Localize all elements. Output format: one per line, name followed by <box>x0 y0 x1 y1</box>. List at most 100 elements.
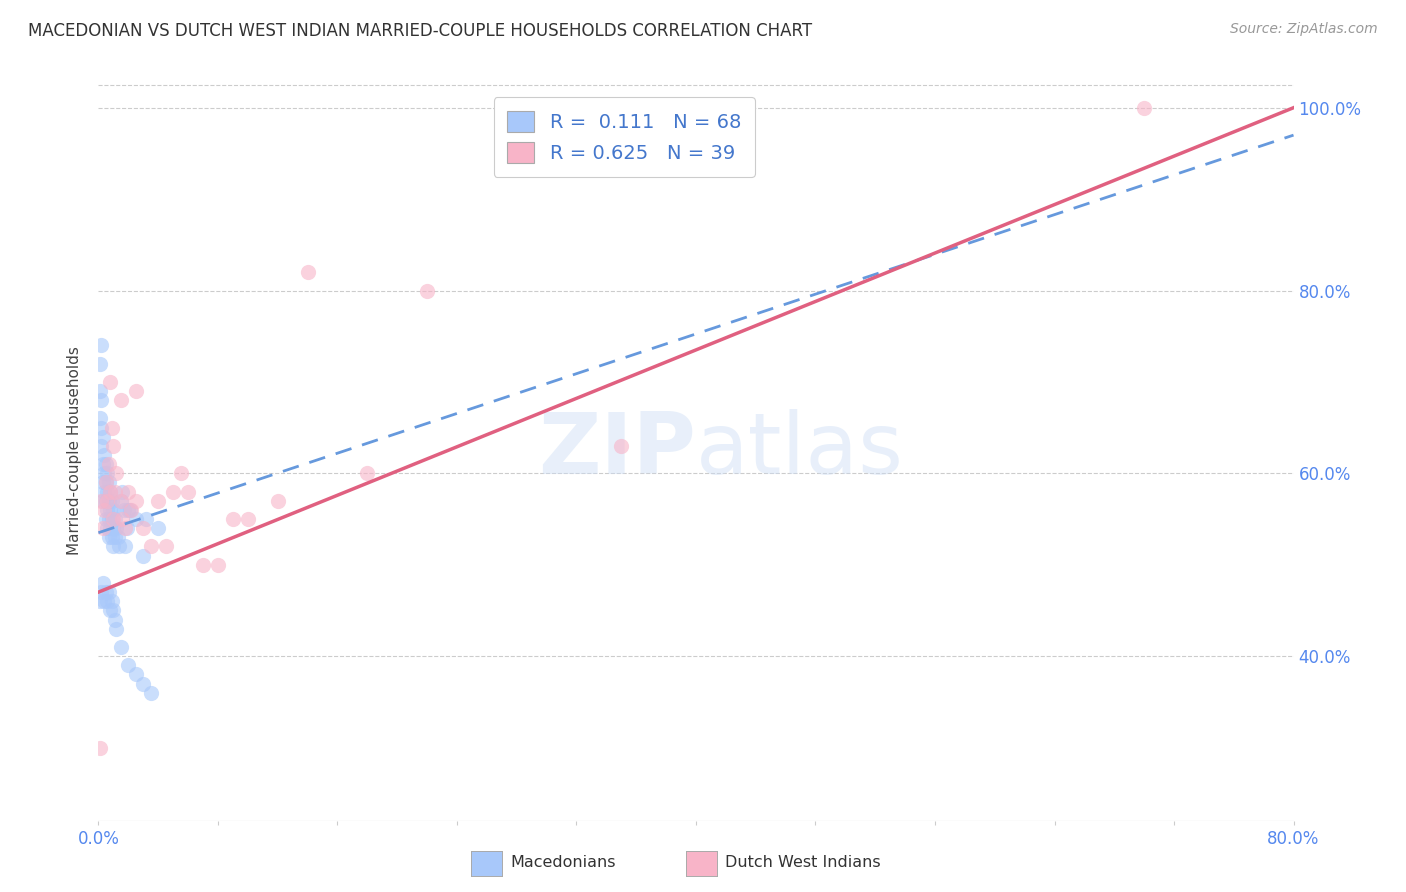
Point <box>90 420 112 434</box>
Point <box>104 484 127 499</box>
Point <box>103 603 125 617</box>
Point <box>356 467 378 481</box>
Point <box>117 484 139 499</box>
Point <box>101 493 124 508</box>
Point <box>94 475 117 490</box>
Point <box>132 676 155 690</box>
Point <box>97 530 120 544</box>
Point <box>125 493 148 508</box>
Point <box>110 493 132 508</box>
Point <box>162 484 184 499</box>
Point <box>115 521 138 535</box>
Point <box>97 512 120 526</box>
Point <box>103 540 125 554</box>
Point <box>97 457 120 471</box>
Point <box>96 484 118 499</box>
Point <box>125 384 148 398</box>
Point <box>120 503 142 517</box>
Point <box>111 484 134 499</box>
Point <box>118 503 141 517</box>
Point <box>125 512 148 526</box>
Point <box>89 594 111 608</box>
Point <box>93 484 115 499</box>
Point <box>148 493 170 508</box>
Point <box>89 740 111 755</box>
Point <box>610 439 633 453</box>
Point <box>97 493 120 508</box>
Point <box>112 503 135 517</box>
Point <box>139 540 162 554</box>
Point <box>98 503 122 517</box>
Text: atlas: atlas <box>696 409 904 492</box>
Text: Macedonians: Macedonians <box>510 855 616 870</box>
Point <box>91 576 114 591</box>
Point <box>89 384 111 398</box>
Point <box>105 521 128 535</box>
Point <box>98 484 122 499</box>
Point <box>91 493 114 508</box>
Point <box>155 540 177 554</box>
Point <box>169 467 191 481</box>
Point <box>101 530 124 544</box>
Point <box>108 540 131 554</box>
Point <box>236 512 259 526</box>
Point <box>104 512 127 526</box>
Point <box>110 393 132 408</box>
Point <box>105 622 128 636</box>
Point <box>148 521 170 535</box>
Point <box>93 448 115 462</box>
Point <box>1133 101 1156 115</box>
Point <box>103 512 125 526</box>
Point <box>416 284 439 298</box>
Point <box>97 585 120 599</box>
Point <box>91 521 114 535</box>
Point <box>94 475 117 490</box>
Point <box>96 594 118 608</box>
Legend: R =  0.111   N = 68, R = 0.625   N = 39: R = 0.111 N = 68, R = 0.625 N = 39 <box>494 97 755 177</box>
Point <box>117 503 139 517</box>
Point <box>90 338 112 352</box>
Point <box>93 467 115 481</box>
Point <box>91 430 114 444</box>
Point <box>111 512 134 526</box>
Point <box>96 493 118 508</box>
Text: Source: ZipAtlas.com: Source: ZipAtlas.com <box>1230 22 1378 37</box>
Point <box>114 521 136 535</box>
Text: ZIP: ZIP <box>538 409 696 492</box>
Text: Dutch West Indians: Dutch West Indians <box>725 855 882 870</box>
Point <box>90 585 112 599</box>
Point <box>89 357 111 371</box>
Point <box>114 540 136 554</box>
Point <box>139 686 162 700</box>
Point <box>90 493 112 508</box>
Point <box>97 475 120 490</box>
Point <box>94 512 117 526</box>
Point <box>267 493 290 508</box>
Point <box>94 585 117 599</box>
Point <box>103 521 125 535</box>
Point <box>101 512 124 526</box>
Point <box>110 640 132 654</box>
Point <box>110 493 132 508</box>
Point <box>89 411 111 425</box>
Point <box>91 475 114 490</box>
Point <box>207 558 229 572</box>
Point <box>177 484 200 499</box>
Point <box>98 484 122 499</box>
Point <box>107 530 129 544</box>
Text: MACEDONIAN VS DUTCH WEST INDIAN MARRIED-COUPLE HOUSEHOLDS CORRELATION CHART: MACEDONIAN VS DUTCH WEST INDIAN MARRIED-… <box>28 22 813 40</box>
Point <box>125 667 148 681</box>
Point <box>103 503 125 517</box>
Point <box>91 457 114 471</box>
Point <box>103 439 125 453</box>
Point <box>94 493 117 508</box>
Point <box>101 420 124 434</box>
Point <box>104 613 127 627</box>
Point <box>90 393 112 408</box>
Point <box>98 521 122 535</box>
Point <box>96 503 118 517</box>
Point <box>96 521 118 535</box>
Point <box>105 467 128 481</box>
Point <box>104 530 127 544</box>
Point <box>135 512 157 526</box>
